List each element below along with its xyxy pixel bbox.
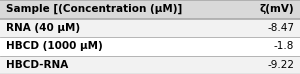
Text: -1.8: -1.8 — [274, 41, 294, 51]
Text: HBCD (1000 μM): HBCD (1000 μM) — [6, 41, 103, 51]
FancyBboxPatch shape — [216, 56, 300, 74]
FancyBboxPatch shape — [216, 37, 300, 56]
Text: ζ(mV): ζ(mV) — [260, 4, 294, 14]
Text: -8.47: -8.47 — [267, 23, 294, 33]
FancyBboxPatch shape — [0, 37, 216, 56]
FancyBboxPatch shape — [216, 18, 300, 37]
FancyBboxPatch shape — [216, 0, 300, 18]
Text: -9.22: -9.22 — [267, 60, 294, 70]
Text: HBCD-RNA: HBCD-RNA — [6, 60, 68, 70]
FancyBboxPatch shape — [0, 56, 216, 74]
FancyBboxPatch shape — [0, 0, 216, 18]
Text: Sample [(Concentration (μM)]: Sample [(Concentration (μM)] — [6, 4, 182, 14]
Text: RNA (40 μM): RNA (40 μM) — [6, 23, 80, 33]
FancyBboxPatch shape — [0, 18, 216, 37]
